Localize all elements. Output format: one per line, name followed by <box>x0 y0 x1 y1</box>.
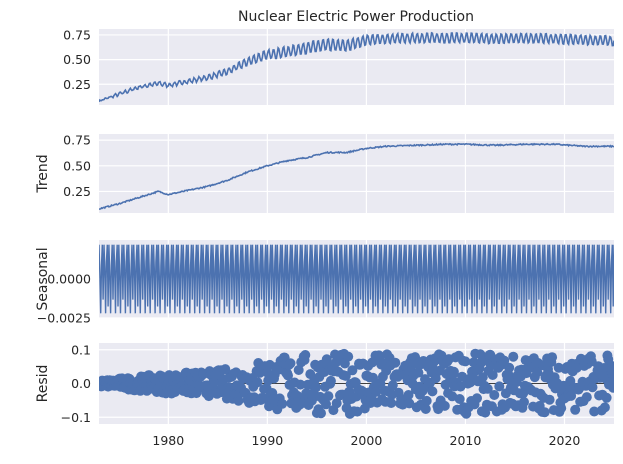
resid-point <box>295 379 306 390</box>
resid-point <box>331 398 342 409</box>
resid-point <box>340 370 351 381</box>
resid-point <box>323 391 334 402</box>
y-tick-label: 0.0000 <box>47 272 91 287</box>
resid-point <box>608 382 614 393</box>
resid-point <box>494 381 505 392</box>
resid-point <box>472 393 482 404</box>
chart-title: Nuclear Electric Power Production <box>238 9 474 25</box>
plot-area <box>99 244 614 314</box>
y-tick-label: 0.0 <box>71 376 91 391</box>
y-tick-label: 0.1 <box>71 342 91 357</box>
resid-point <box>404 398 415 409</box>
resid-point <box>252 377 263 388</box>
resid-point <box>544 394 555 405</box>
x-tick-label: 2000 <box>350 433 382 448</box>
resid-point <box>316 408 326 419</box>
x-tick-label: 1990 <box>251 433 283 448</box>
resid-point <box>556 403 567 414</box>
x-tick-label: 2020 <box>549 433 581 448</box>
y-tick-label: 0.50 <box>63 158 91 173</box>
resid-point <box>587 382 598 393</box>
resid-point <box>277 398 288 409</box>
resid-point <box>539 407 550 418</box>
resid-point <box>413 367 424 378</box>
observed-series-line <box>99 31 614 103</box>
resid-point <box>599 402 610 413</box>
y-tick-label: 0.50 <box>63 52 91 67</box>
resid-point <box>293 365 304 375</box>
y-tick-label: −0.0025 <box>37 311 91 326</box>
resid-point <box>477 372 488 383</box>
resid-point <box>403 390 414 400</box>
x-tick-label: 1980 <box>152 433 184 448</box>
resid-point <box>421 395 432 406</box>
x-tick-label: 2010 <box>450 433 482 448</box>
resid-point <box>519 397 529 407</box>
resid-point <box>311 382 322 393</box>
y-axis-label: Resid <box>35 365 51 403</box>
resid-point <box>447 391 458 402</box>
resid-point <box>489 390 500 400</box>
resid-point <box>508 351 519 362</box>
resid-point <box>460 356 471 367</box>
resid-point <box>420 404 431 414</box>
resid-point <box>283 370 293 381</box>
resid-point <box>448 366 459 377</box>
resid-point <box>427 386 438 397</box>
y-tick-label: 0.25 <box>63 184 91 199</box>
resid-point <box>387 380 398 391</box>
seasonal-series-line <box>99 244 614 314</box>
y-tick-label: 0.25 <box>63 77 91 92</box>
resid-point <box>300 350 311 360</box>
y-tick-label: 0.75 <box>63 27 91 42</box>
resid-point <box>475 349 486 360</box>
resid-point <box>285 358 296 369</box>
resid-point <box>609 366 614 377</box>
y-axis-label: Trend <box>35 154 51 193</box>
y-axis-label: Seasonal <box>35 247 51 310</box>
resid-point <box>482 383 493 394</box>
panel-resid: 0.1 0.0 −0.1 Resid 1980 1990 2000 2010 2020 <box>35 342 614 448</box>
resid-point <box>487 370 498 380</box>
resid-point <box>343 351 354 362</box>
resid-point <box>371 386 382 397</box>
resid-point <box>352 406 363 417</box>
y-tick-label: 0.75 <box>63 133 91 148</box>
panel-observed: 0.25 0.50 0.75 <box>63 27 614 105</box>
plot-area <box>99 348 614 419</box>
resid-point <box>547 352 558 363</box>
resid-point <box>220 364 231 375</box>
panel-trend: 0.25 0.50 0.75 Trend <box>35 133 614 213</box>
resid-point <box>321 399 331 410</box>
trend-series-line <box>99 142 614 210</box>
resid-point <box>325 375 336 386</box>
resid-point <box>386 398 397 408</box>
resid-point <box>390 357 401 368</box>
resid-point <box>589 406 600 417</box>
plot-area <box>99 31 614 103</box>
plot-area <box>99 142 614 210</box>
resid-point <box>454 394 465 404</box>
resid-point <box>203 391 214 402</box>
resid-point <box>532 367 543 378</box>
panel-background <box>99 134 614 213</box>
resid-point <box>566 390 577 401</box>
y-tick-label: −0.1 <box>61 410 91 425</box>
resid-point <box>430 373 441 384</box>
resid-point <box>347 365 358 376</box>
resid-point <box>233 395 244 406</box>
resid-point <box>504 362 515 373</box>
resid-point <box>601 392 612 403</box>
resid-point <box>581 392 592 403</box>
resid-point <box>499 355 510 366</box>
resid-point <box>439 400 450 411</box>
resid-point <box>480 407 491 418</box>
resid-point <box>570 404 581 415</box>
